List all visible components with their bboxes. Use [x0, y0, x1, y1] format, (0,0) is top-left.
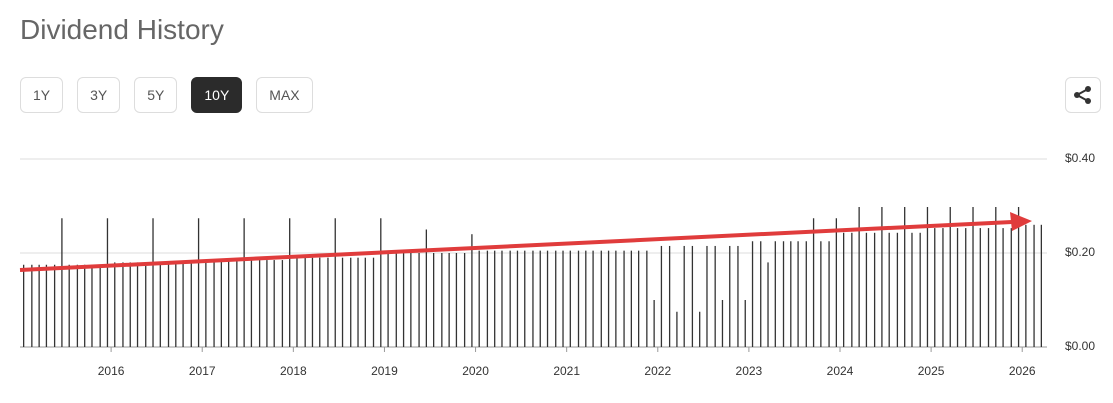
- x-tick-label: 2018: [280, 364, 307, 378]
- x-tick-label: 2023: [736, 364, 763, 378]
- x-tick-label: 2017: [189, 364, 216, 378]
- y-tick-label: $0.20: [1065, 245, 1095, 259]
- range-button[interactable]: 1Y: [20, 77, 64, 113]
- y-tick-label: $0.00: [1065, 339, 1095, 353]
- trend-arrow: [19, 212, 1032, 272]
- x-tick-label: 2022: [644, 364, 671, 378]
- x-tick-label: 2021: [553, 364, 580, 378]
- range-button[interactable]: MAX: [256, 77, 313, 113]
- share-icon: [1074, 86, 1091, 104]
- x-tick-label: 2024: [827, 364, 854, 378]
- plot: $0.00 $0.20 $0.40 2016 2017 2018 2019 2020 2021 2…: [20, 151, 1095, 378]
- range-buttons: 1Y 3Y 5Y 10Y MAX: [20, 77, 313, 113]
- y-tick-label: $0.40: [1065, 151, 1095, 165]
- range-button[interactable]: 10Y: [191, 77, 243, 113]
- x-tick-label: 2026: [1009, 364, 1036, 378]
- range-button[interactable]: 5Y: [134, 77, 178, 113]
- x-tick-label: 2025: [918, 364, 945, 378]
- range-button[interactable]: 3Y: [77, 77, 121, 113]
- title: Dividend History: [20, 14, 224, 45]
- share-button[interactable]: [1065, 77, 1101, 113]
- x-tick-label: 2019: [371, 364, 398, 378]
- x-tick-label: 2016: [98, 364, 125, 378]
- x-tick-label: 2020: [462, 364, 489, 378]
